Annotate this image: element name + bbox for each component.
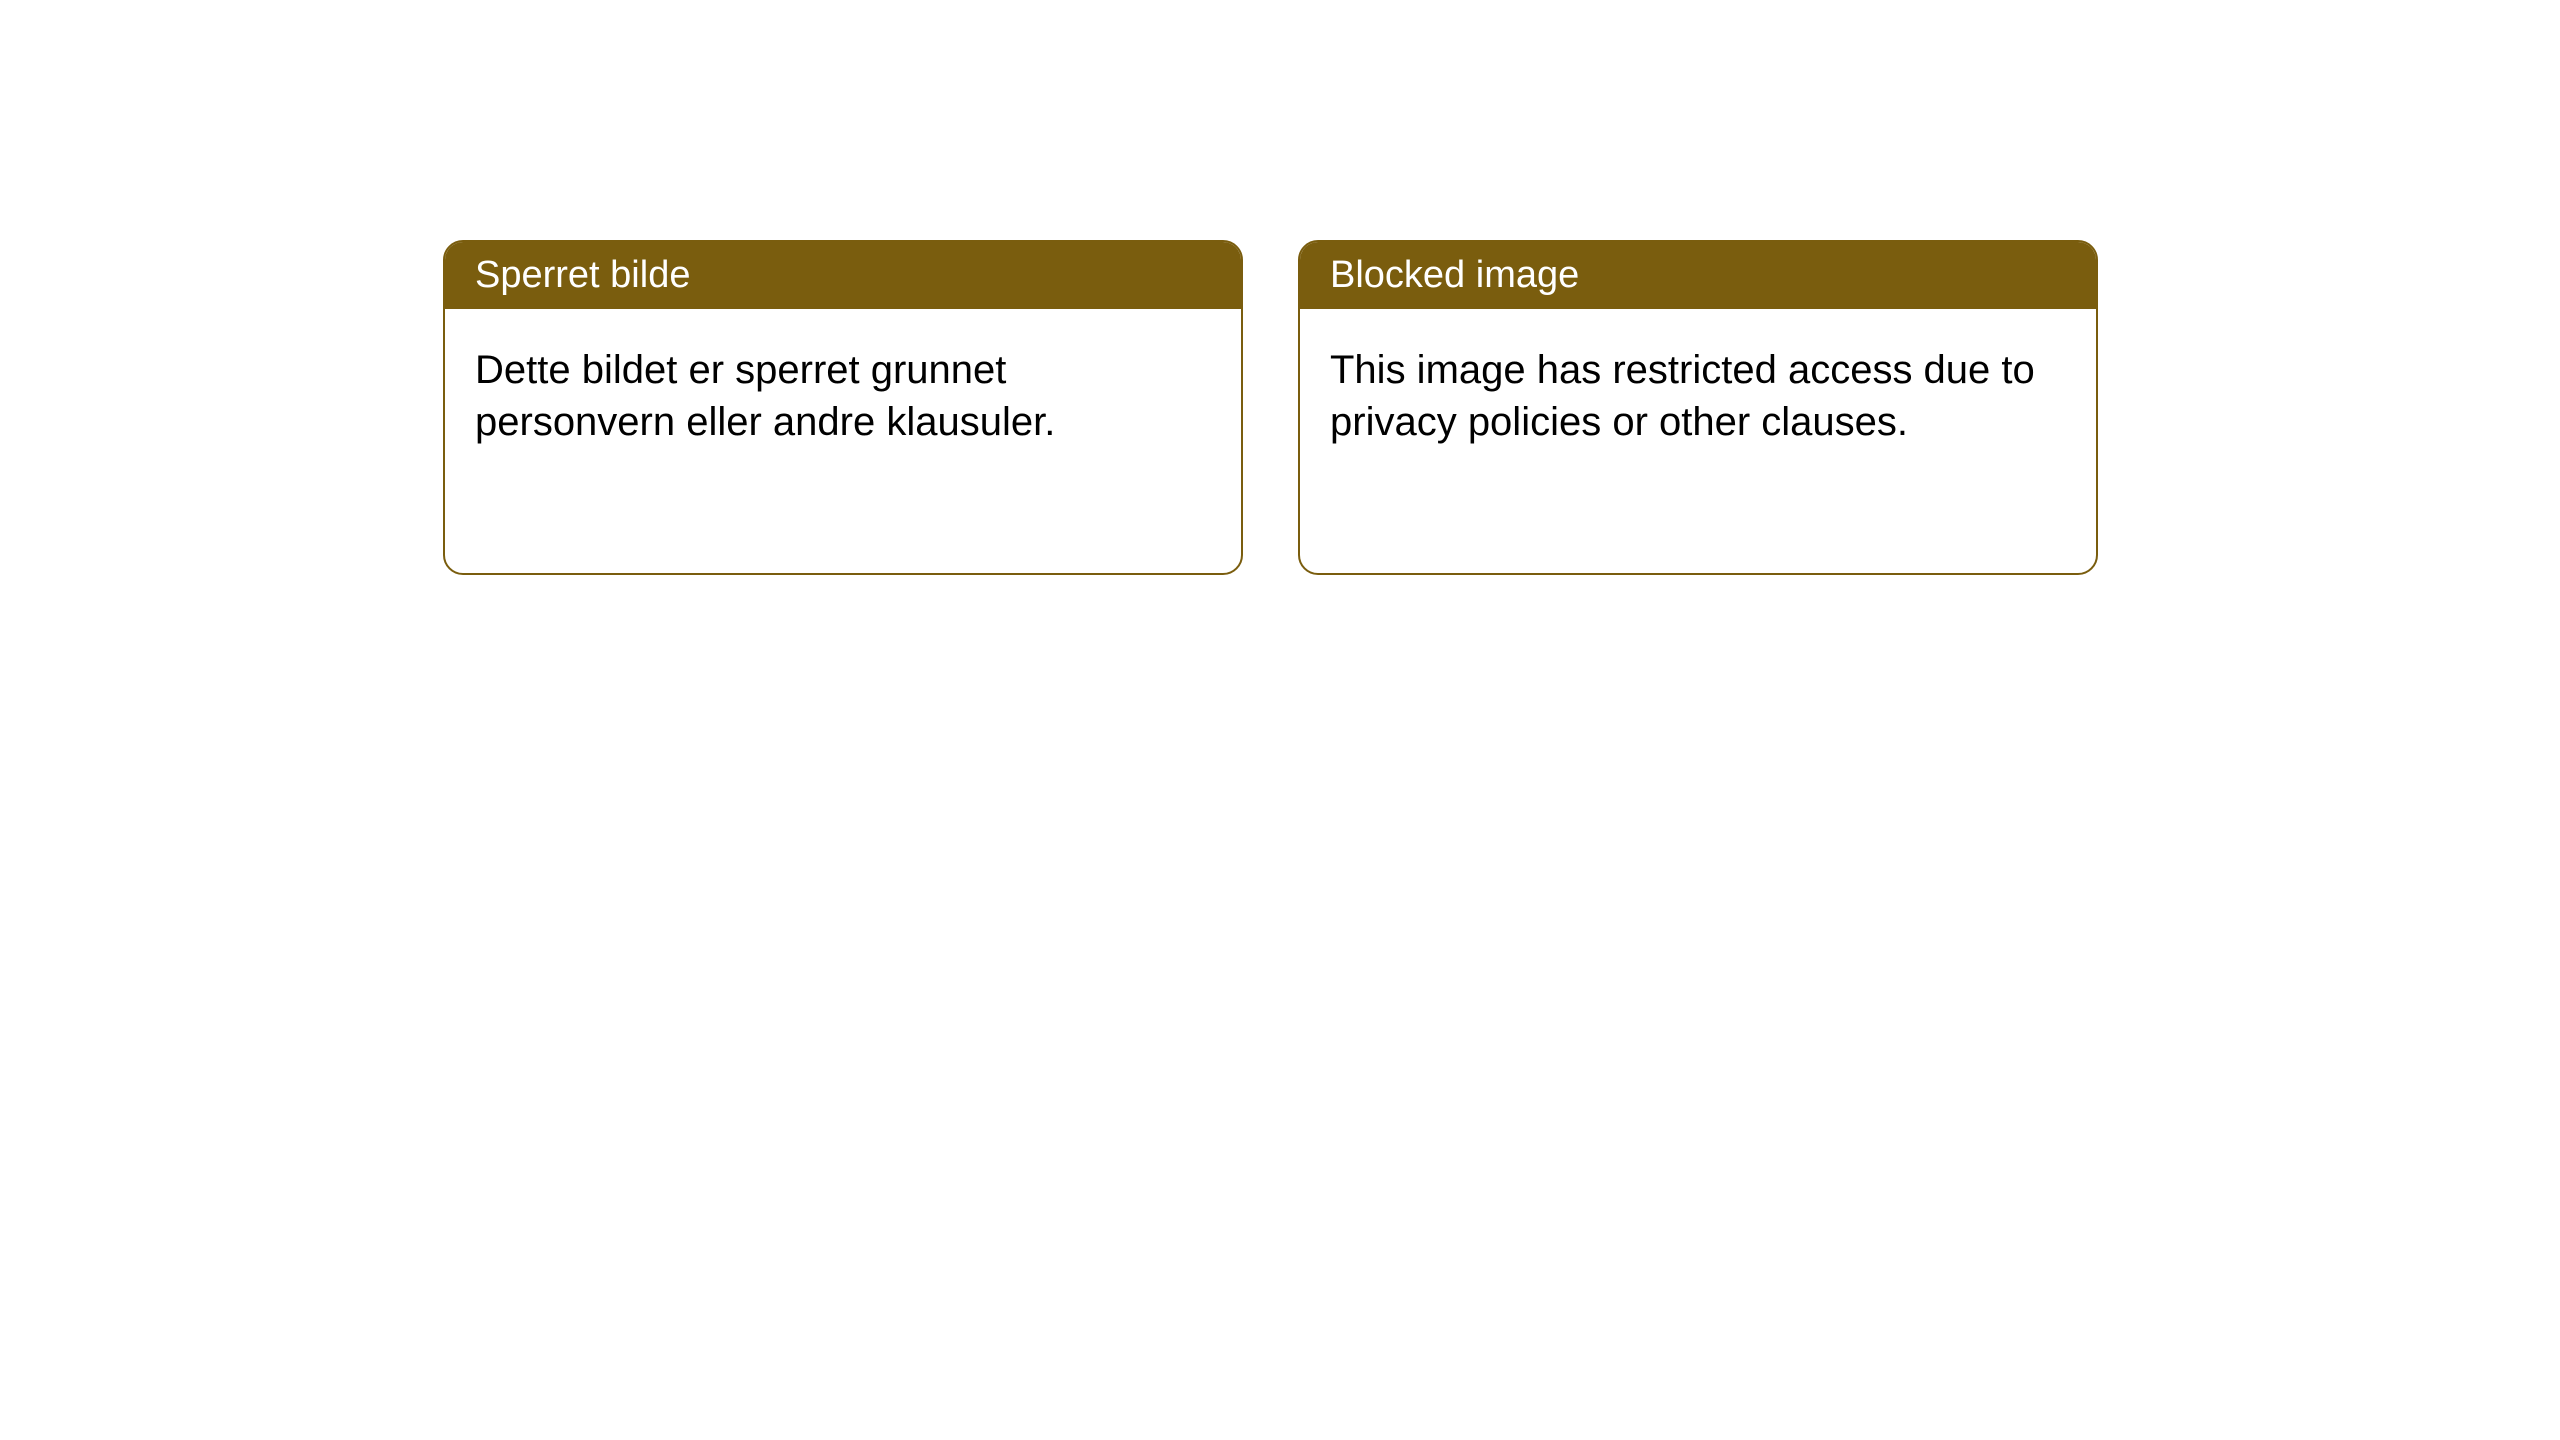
card-header: Sperret bilde [445,242,1241,309]
blocked-image-card-en: Blocked image This image has restricted … [1298,240,2098,575]
card-container: Sperret bilde Dette bildet er sperret gr… [443,240,2098,575]
blocked-image-card-no: Sperret bilde Dette bildet er sperret gr… [443,240,1243,575]
card-message: This image has restricted access due to … [1330,348,2035,444]
card-message: Dette bildet er sperret grunnet personve… [475,348,1055,444]
card-header: Blocked image [1300,242,2096,309]
card-body: Dette bildet er sperret grunnet personve… [445,309,1241,483]
card-body: This image has restricted access due to … [1300,309,2096,483]
card-title: Sperret bilde [475,254,690,296]
card-title: Blocked image [1330,254,1579,296]
